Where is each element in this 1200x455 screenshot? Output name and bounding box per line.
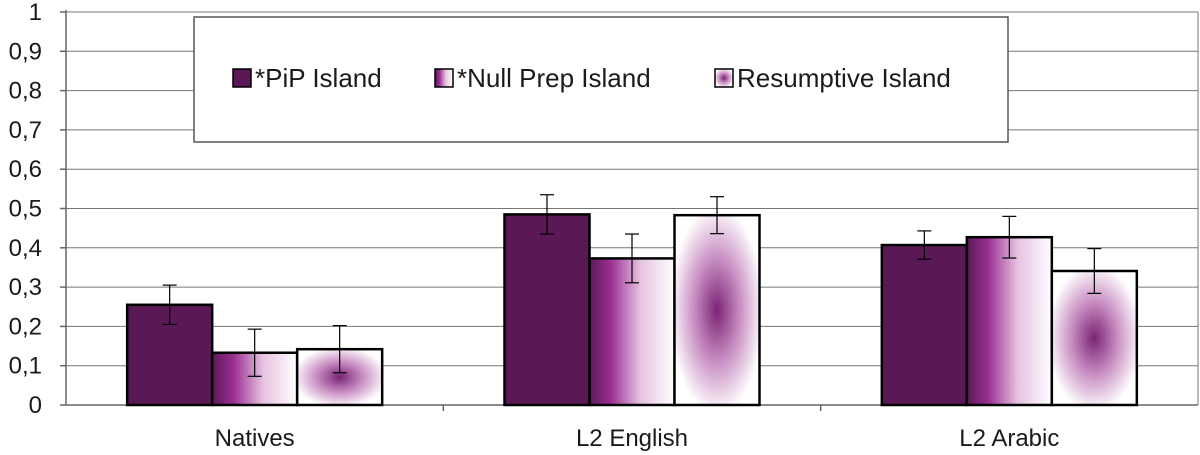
x-category-label: L2 Arabic: [959, 425, 1059, 452]
bar: [295, 347, 384, 407]
x-category-labels: Natives L2 English L2 Arabic: [215, 425, 1060, 452]
x-category-label: Natives: [215, 425, 295, 452]
y-tick-label: 0,4: [9, 235, 42, 262]
bar: [673, 213, 761, 407]
y-tick-label: 0,5: [9, 196, 42, 223]
x-category-label: L2 English: [576, 425, 688, 452]
y-tick-label: 0,2: [9, 313, 42, 340]
legend-label: *PiP Island: [255, 63, 382, 93]
legend: *PiP Island *Null Prep Island Resumptive I…: [193, 16, 1009, 143]
y-tick-label: 0,7: [9, 117, 42, 144]
error-bars: [162, 194, 1102, 377]
y-tick-label: 0,9: [9, 38, 42, 65]
bar: [880, 243, 969, 407]
y-tick-label: 0,8: [9, 78, 42, 105]
bar: [965, 235, 1054, 407]
legend-label: Resumptive Island: [737, 63, 951, 93]
y-tick-label: 1: [29, 0, 42, 26]
y-tick-label: 0,6: [9, 156, 42, 183]
legend-swatch: [434, 68, 454, 88]
legend-box: [193, 16, 1009, 143]
y-tick-label: 0: [29, 392, 42, 419]
y-tick-labels: 0 0,1 0,2 0,3 0,4 0,5 0,6 0,7 0,8 0,9 1: [9, 0, 42, 419]
legend-label: *Null Prep Island: [457, 63, 651, 93]
legend-swatch: [232, 68, 252, 88]
y-tick-label: 0,3: [9, 274, 42, 301]
bar: [503, 213, 591, 407]
legend-swatch: [714, 68, 734, 88]
y-tick-label: 0,1: [9, 353, 42, 380]
